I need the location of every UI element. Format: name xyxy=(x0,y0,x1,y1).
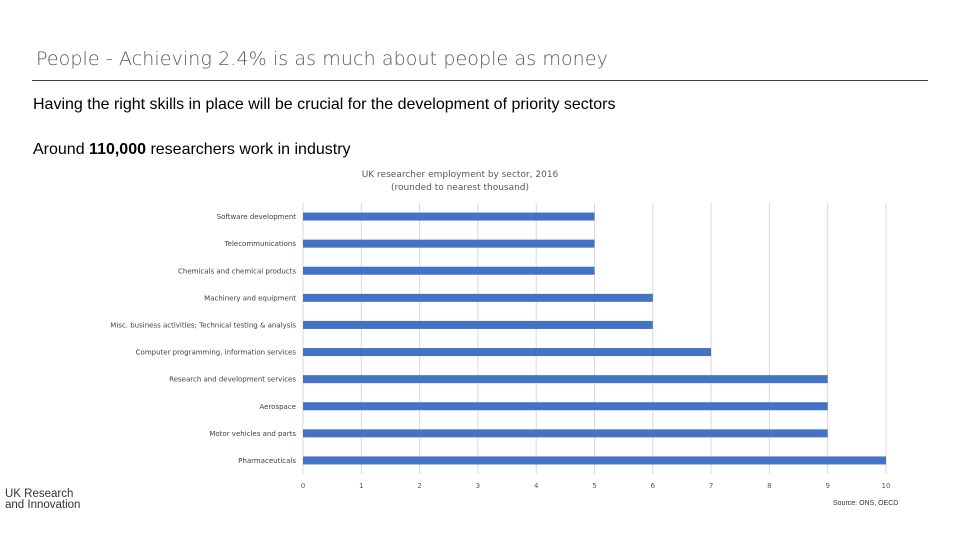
highlight-number: 110,000 xyxy=(89,141,146,158)
x-tick-label: 6 xyxy=(651,482,656,490)
bar xyxy=(303,239,595,248)
bar xyxy=(303,266,595,275)
category-label: Machinery and equipment xyxy=(204,294,296,302)
x-tick-label: 8 xyxy=(767,482,771,490)
bar xyxy=(303,375,828,384)
category-label: Research and development services xyxy=(169,376,296,384)
category-label: Software development xyxy=(217,213,297,221)
bar xyxy=(303,456,886,465)
category-label: Misc. business activities; Technical tes… xyxy=(110,321,296,329)
highlight-prefix: Around xyxy=(33,141,90,158)
category-label: Pharmaceuticals xyxy=(238,457,296,465)
x-tick-label: 10 xyxy=(882,482,891,490)
logo-line-1: UK Research xyxy=(5,488,74,500)
bar xyxy=(303,320,653,329)
highlight-text: Around 110,000 researchers work in indus… xyxy=(33,141,351,159)
chart-subtitle: (rounded to nearest thousand) xyxy=(391,183,529,193)
subtitle-text: Having the right skills in place will be… xyxy=(33,96,616,113)
category-label: Telecommunications xyxy=(224,240,297,248)
category-label: Computer programming, information servic… xyxy=(136,349,297,357)
title-divider xyxy=(32,80,928,81)
bar xyxy=(303,402,828,411)
x-tick-label: 9 xyxy=(825,482,829,490)
bar xyxy=(303,212,595,221)
source-note: Source: ONS, OECD xyxy=(833,500,899,507)
x-tick-label: 1 xyxy=(359,482,363,490)
x-tick-label: 5 xyxy=(592,482,596,490)
category-label: Aerospace xyxy=(259,403,296,411)
x-tick-label: 3 xyxy=(476,482,480,490)
bar xyxy=(303,348,712,357)
x-tick-label: 7 xyxy=(709,482,713,490)
chart-title: UK researcher employment by sector, 2016 xyxy=(362,170,559,180)
bar xyxy=(303,293,653,302)
x-tick-label: 0 xyxy=(301,482,305,490)
x-tick-label: 4 xyxy=(534,482,539,490)
x-tick-label: 2 xyxy=(417,482,421,490)
slide-title: People - Achieving 2.4% is as much about… xyxy=(36,48,608,70)
ukri-logo: UK Research and Innovation xyxy=(5,489,80,510)
highlight-suffix: researchers work in industry xyxy=(146,141,351,158)
category-label: Chemicals and chemical products xyxy=(178,267,296,275)
bar xyxy=(303,429,828,438)
logo-line-2: and Innovation xyxy=(5,498,81,511)
category-label: Motor vehicles and parts xyxy=(209,430,296,438)
